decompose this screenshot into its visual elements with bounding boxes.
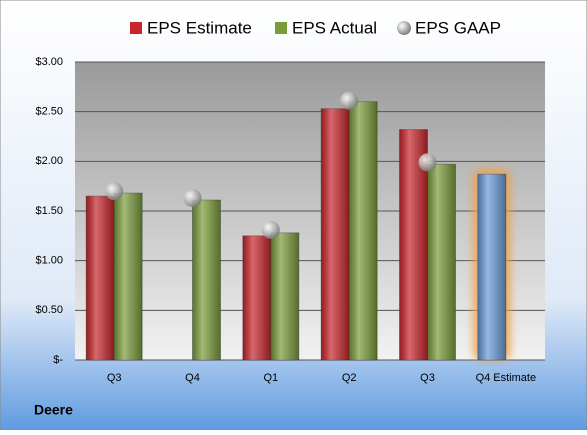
x-tick-label: Q2 [342, 372, 357, 384]
bar-shine [427, 164, 456, 360]
bar-shine [321, 108, 350, 360]
y-tick-label: $0.50 [35, 304, 63, 316]
bar-shine [242, 235, 271, 360]
gaap-point [105, 182, 124, 201]
gaap-point [183, 189, 202, 208]
bar-shine [349, 101, 378, 360]
x-tick-label: Q4 [185, 372, 200, 384]
legend-label: EPS Actual [292, 18, 377, 37]
gaap-point [340, 91, 359, 110]
x-tick-label: Q3 [420, 372, 435, 384]
x-tick-label: Q4 Estimate [476, 372, 537, 384]
x-tick-label: Q3 [107, 372, 122, 384]
bar-shine [86, 196, 115, 360]
y-tick-label: $3.00 [35, 56, 63, 68]
legend-marker [130, 22, 142, 34]
bar-shine [477, 174, 506, 360]
y-tick-label: $- [53, 354, 63, 366]
y-tick-label: $1.50 [35, 205, 63, 217]
legend-label: EPS Estimate [147, 18, 252, 37]
gaap-point [261, 220, 280, 239]
y-tick-label: $1.00 [35, 255, 63, 267]
x-tick-label: Q1 [263, 372, 278, 384]
legend-marker [275, 22, 287, 34]
gaap-point [418, 153, 437, 172]
source-label: Deere [34, 402, 73, 418]
bar-shine [192, 200, 221, 360]
bar-shine [114, 193, 143, 360]
legend-label: EPS GAAP [415, 18, 501, 37]
y-tick-label: $2.00 [35, 155, 63, 167]
bar-shine [270, 232, 299, 360]
y-tick-label: $2.50 [35, 106, 63, 118]
legend-marker [397, 21, 411, 35]
